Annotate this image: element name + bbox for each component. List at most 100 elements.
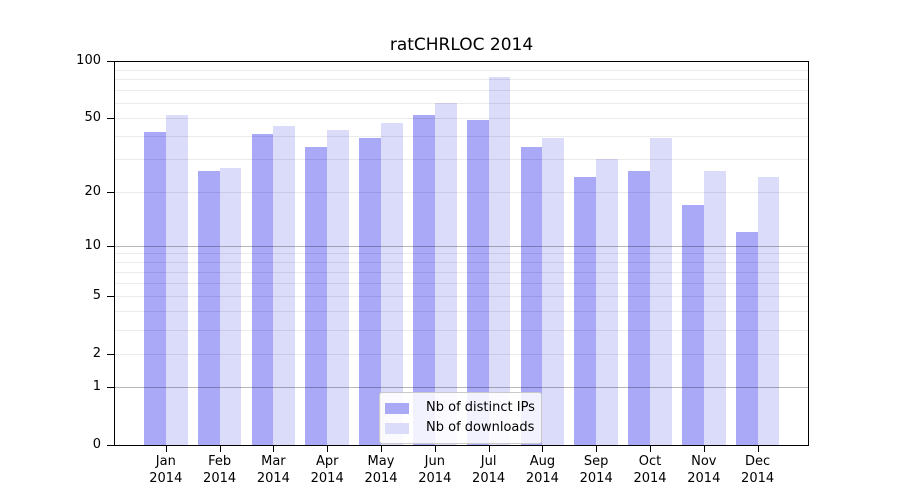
legend-item-downloads: Nb of downloads [385, 418, 535, 438]
x-tick-month: Jun [424, 454, 445, 469]
y-tick-label: 10 [84, 237, 101, 253]
x-tick-label-jan: Jan 2014 [138, 453, 194, 487]
bar-nb-of-distinct-ips-dec [735, 231, 758, 445]
x-tick-month: Aug [529, 454, 556, 469]
bar-nb-of-distinct-ips-mar [251, 134, 274, 445]
x-tick-label-nov: Nov 2014 [676, 453, 732, 487]
x-tick-label-sep: Sep 2014 [568, 453, 624, 487]
x-tick-mark [381, 446, 382, 452]
x-tick-label-mar: Mar 2014 [245, 453, 301, 487]
legend-label-distinct-ips: Nb of distinct IPs [426, 400, 535, 415]
x-tick-label-may: May 2014 [353, 453, 409, 487]
bar-nb-of-downloads-may [381, 122, 403, 445]
bar-nb-of-downloads-mar [273, 126, 296, 445]
y-tick-label: 20 [84, 183, 101, 199]
bar-nb-of-downloads-aug [542, 138, 565, 445]
x-tick-year: 2014 [256, 471, 290, 486]
bar-nb-of-distinct-ips-nov [682, 204, 704, 445]
x-tick-mark [165, 446, 167, 452]
x-tick-label-jun: Jun 2014 [407, 453, 463, 487]
gridline-minor [115, 136, 808, 137]
x-tick-month: Mar [261, 454, 286, 469]
bar-nb-of-downloads-nov [703, 170, 726, 445]
bar-nb-of-downloads-jul [488, 77, 511, 445]
x-tick-month: Nov [691, 454, 717, 469]
y-tick-mark [107, 191, 114, 193]
chart-title: ratCHRLOC 2014 [389, 35, 534, 55]
x-tick-mark [596, 446, 598, 452]
y-tick-label: 0 [92, 437, 101, 452]
x-tick-year: 2014 [203, 471, 237, 486]
x-tick-mark [434, 446, 436, 452]
y-tick-mark [107, 387, 114, 389]
legend-item-distinct-ips: Nb of distinct IPs [385, 398, 535, 418]
legend-swatch-downloads [385, 422, 409, 434]
x-tick-label-aug: Aug 2014 [514, 453, 570, 487]
x-tick-year: 2014 [149, 471, 183, 486]
y-tick-mark [107, 245, 114, 247]
bar-nb-of-downloads-dec [757, 177, 780, 445]
x-tick-mark [273, 446, 275, 452]
x-tick-label-feb: Feb 2014 [192, 453, 248, 487]
x-tick-month: Oct [638, 454, 662, 469]
y-tick-mark [107, 353, 114, 355]
x-tick-year: 2014 [579, 471, 613, 486]
gridline-minor [115, 117, 808, 119]
bar-nb-of-downloads-apr [327, 130, 349, 445]
bar-nb-of-distinct-ips-jul [466, 119, 489, 445]
x-tick-year: 2014 [472, 471, 506, 486]
x-tick-month: Dec [745, 454, 771, 469]
bar-nb-of-distinct-ips-feb [197, 170, 220, 445]
bar-nb-of-downloads-oct [650, 138, 672, 445]
bar-nb-of-distinct-ips-may [359, 138, 381, 445]
bar-nb-of-downloads-feb [219, 167, 242, 445]
bar-nb-of-downloads-jan [165, 114, 188, 445]
x-tick-year: 2014 [310, 471, 344, 486]
y-tick-mark [107, 117, 114, 119]
bar-nb-of-distinct-ips-oct [628, 170, 650, 445]
x-tick-mark [703, 446, 705, 452]
x-tick-month: May [367, 454, 395, 469]
bar-nb-of-distinct-ips-jan [144, 132, 166, 445]
legend-swatch-distinct-ips [385, 402, 409, 414]
y-tick-label: 1 [92, 379, 101, 395]
bar-nb-of-distinct-ips-sep [574, 177, 597, 445]
gridline-minor [115, 159, 808, 161]
x-tick-mark [488, 446, 490, 452]
y-tick-mark [107, 295, 114, 297]
x-tick-year: 2014 [525, 471, 559, 486]
bar-nb-of-distinct-ips-aug [520, 146, 543, 445]
x-tick-mark [650, 446, 651, 452]
bar-nb-of-downloads-sep [596, 159, 618, 445]
x-tick-year: 2014 [633, 471, 667, 486]
bar-nb-of-distinct-ips-apr [305, 146, 328, 445]
gridline-minor [115, 79, 808, 81]
y-tick-label: 2 [92, 345, 101, 361]
x-tick-label-apr: Apr 2014 [299, 453, 355, 487]
bar-nb-of-downloads-jun [434, 103, 457, 445]
x-tick-mark [219, 446, 221, 452]
y-tick-mark [107, 61, 114, 62]
x-tick-month: Feb [208, 454, 232, 469]
gridline-minor [115, 90, 808, 92]
x-tick-mark [542, 446, 544, 452]
x-tick-year: 2014 [687, 471, 721, 486]
x-tick-label-jul: Jul 2014 [461, 453, 517, 487]
x-tick-month: Apr [315, 454, 339, 469]
y-tick-label: 50 [84, 109, 101, 125]
legend: Nb of distinct IPs Nb of downloads [379, 392, 542, 444]
x-tick-month: Jul [480, 454, 497, 469]
x-tick-mark [327, 446, 329, 452]
x-tick-year: 2014 [741, 471, 775, 486]
y-tick-label: 100 [76, 53, 101, 68]
bar-nb-of-distinct-ips-jun [413, 114, 435, 445]
x-tick-year: 2014 [364, 471, 398, 486]
gridline-minor [115, 103, 808, 104]
legend-label-downloads: Nb of downloads [426, 420, 535, 435]
x-tick-label-dec: Dec 2014 [730, 453, 786, 487]
x-tick-mark [757, 446, 759, 452]
x-tick-year: 2014 [418, 471, 452, 486]
y-tick-label: 5 [92, 287, 101, 303]
x-tick-month: Jan [155, 454, 176, 469]
